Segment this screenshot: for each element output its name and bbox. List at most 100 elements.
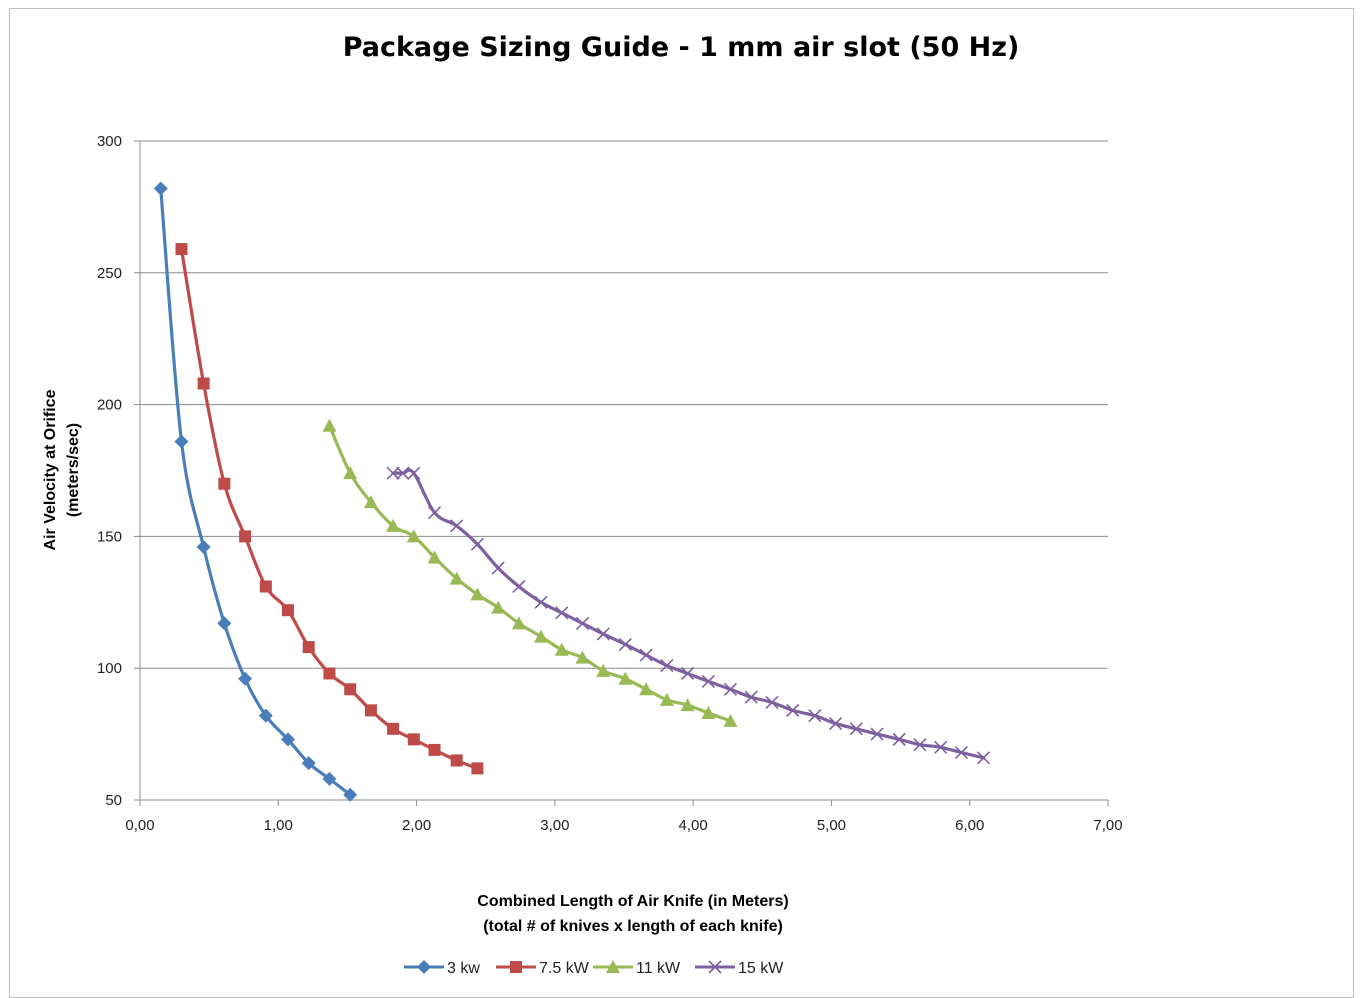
data-point-x-stroke [470,537,484,551]
data-point-x-stroke [396,466,410,480]
data-point-triangle [554,642,569,656]
data-point-x-stroke [892,732,906,746]
series-line [159,186,352,797]
data-point-x-stroke [618,637,632,652]
data-point-x [701,674,715,688]
data-point-x-stroke [491,561,505,575]
data-point-square [323,667,336,680]
legend-label: 11 kW [636,960,681,977]
data-point-triangle [470,587,485,601]
data-point-diamond [196,539,211,554]
data-point-diamond [417,960,431,974]
data-point-triangle [701,706,716,720]
data-point-square [471,762,484,775]
legend-item: 11 kW [593,960,681,977]
data-point-diamond [258,708,273,723]
y-tick-label: 300 [97,133,122,150]
data-point-x-stroke [660,658,674,673]
data-point-x [470,537,484,551]
data-point-triangle [639,682,654,696]
data-point-x-stroke [701,674,715,688]
data-point-square [302,641,315,654]
data-point-square [239,530,252,543]
data-point-square [259,580,272,593]
data-point-triangle [659,692,674,706]
data-point-triangle [575,650,590,664]
data-point-x [660,658,674,673]
series-line [391,468,986,760]
data-point-x [934,740,948,754]
data-point-square [387,722,400,735]
data-point-square [344,683,357,696]
data-point-x-stroke [450,519,464,533]
legend-label: 15 kW [738,960,784,977]
data-point-triangle [406,529,421,543]
data-point-x-stroke [575,616,590,630]
data-point-x [870,727,884,741]
data-point-square [428,743,441,756]
y-tick-label: 50 [105,792,122,809]
data-point-x [639,648,653,662]
data-point-triangle [322,418,337,432]
data-point-x [744,690,758,704]
data-point-x-stroke [976,751,991,765]
data-point-diamond [322,771,337,786]
data-point-diamond [238,671,253,686]
data-point-x [808,709,822,723]
x-tick-label: 0,00 [125,817,154,834]
data-point-diamond [153,181,168,196]
data-point-x-stroke [870,727,884,741]
legend: 3 kw 7.5 kW 11 kW 15 kW [404,960,784,977]
data-point-x-stroke [596,627,610,641]
chart-title: Package Sizing Guide - 1 mm air slot (50… [343,32,1020,63]
y-tick-label: 200 [97,397,122,414]
data-point-x [407,466,421,480]
data-point-x [708,960,722,974]
data-point-x-stroke [808,709,822,723]
x-axis-label-line: (total # of knives x length of each knif… [483,918,783,935]
data-point-x-stroke [639,648,653,662]
data-point-square [364,704,377,717]
data-point-x-stroke [829,716,843,731]
data-point-x-stroke [512,579,526,594]
data-point-x-stroke [386,466,400,480]
data-point-triangle [491,600,506,614]
data-point-x [892,732,906,746]
data-point-x-stroke [708,960,722,974]
data-point-x [555,606,569,620]
series-1 [153,181,358,802]
data-point-triangle [680,698,695,712]
x-tick-label: 4,00 [679,817,708,834]
data-point-x-stroke [723,682,738,696]
series-3 [322,418,738,727]
data-point-x [386,466,400,480]
data-point-x [491,561,505,575]
series-line [179,247,480,770]
data-point-x [786,703,800,717]
data-point-x [596,627,610,641]
legend-item: 15 kW [695,960,784,977]
data-point-triangle [427,550,442,564]
data-point-square [407,733,420,746]
series-2 [175,243,484,775]
data-point-x-stroke [407,466,421,480]
data-point-square [450,754,463,767]
data-point-square [197,377,210,390]
data-point-square [510,961,522,973]
data-point-triangle [449,571,464,585]
data-point-x [396,466,410,480]
data-point-square [175,243,188,256]
data-point-x-stroke [934,740,948,754]
y-axis-label-line: (meters/sec) [65,423,82,517]
data-point-triangle [606,960,620,973]
data-point-diamond [280,732,295,747]
gridlines [140,140,1108,669]
data-point-x-stroke [786,703,800,717]
x-tick-label: 3,00 [540,817,569,834]
y-axis-label-line: Air Velocity at Orifice [42,389,59,550]
data-point-x-stroke [849,722,863,736]
data-point-x [534,595,548,609]
data-point-x-stroke [427,506,442,520]
data-point-x [512,579,526,594]
x-tick-label: 5,00 [817,817,846,834]
